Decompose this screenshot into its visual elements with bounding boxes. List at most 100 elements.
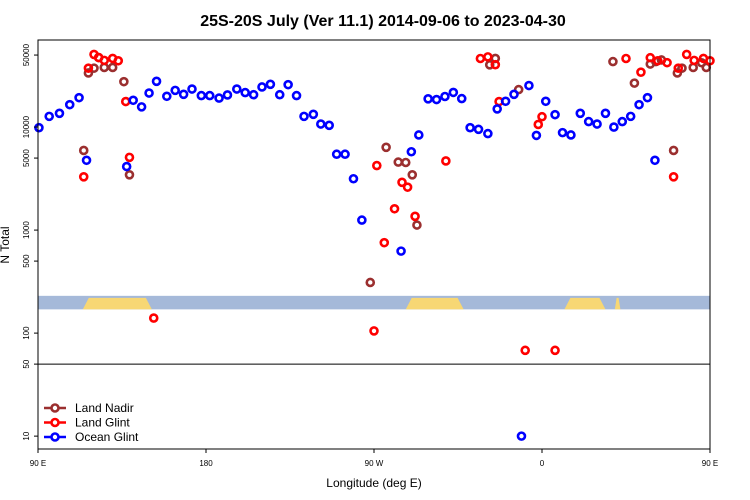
ocean-glint-point [144, 88, 154, 98]
y-tick-label: 10000 [22, 115, 31, 138]
ocean-glint-point [283, 79, 293, 90]
legend-marker-land-glint [50, 417, 60, 428]
land-nadir-point [107, 62, 118, 73]
ocean-glint-point [204, 90, 215, 101]
chart-title: 25S-20S July (Ver 11.1) 2014-09-06 to 20… [200, 13, 566, 30]
ocean-glint-point [151, 76, 162, 87]
ocean-glint-point [592, 119, 602, 129]
ocean-glint-point [575, 108, 586, 119]
land-glint-point [78, 172, 89, 182]
ocean-glint-point [509, 89, 519, 100]
land-nadir-point [484, 60, 495, 70]
land-nadir-point [513, 84, 524, 95]
land-glint-point [645, 52, 656, 63]
ocean-glint-point [557, 127, 568, 138]
ocean-glint-point [162, 91, 172, 102]
legend-label-land-nadir: Land Nadir [75, 401, 134, 415]
y-axis: 10 50 100 500 1000 5000 10000 50000 [22, 43, 38, 441]
land-glint-point [520, 345, 531, 356]
land-glint-point [83, 63, 94, 73]
ocean-glint-point [500, 96, 511, 107]
y-tick-label: 500 [22, 254, 31, 268]
x-axis: 90 E 180 90 W 0 90 E [30, 449, 718, 468]
land-nadir-point [629, 78, 640, 88]
ocean-glint-point [315, 119, 326, 129]
ocean-glint-point [406, 146, 417, 157]
land-glint-point [369, 326, 379, 336]
y-tick-label: 100 [22, 326, 31, 340]
ocean-glint-point [248, 89, 259, 100]
ocean-glint-point [64, 99, 75, 110]
ocean-glint-point [291, 90, 302, 101]
ocean-glint-point [324, 120, 335, 131]
ocean-glint-point [274, 89, 285, 100]
ocean-glint-point [617, 116, 628, 127]
plot-frame [37, 39, 711, 450]
ocean-glint-point [299, 111, 309, 122]
legend-marker-ocean-glint [50, 432, 60, 442]
ocean-glint-point [483, 128, 493, 139]
land-glint-point [689, 55, 699, 66]
ocean-glint-point [331, 149, 342, 160]
land-glint-point [148, 313, 159, 323]
ocean-glint-point [222, 90, 233, 100]
ocean-glint-point [600, 108, 611, 119]
ocean-glint-point [540, 96, 551, 107]
ocean-glint-point [609, 122, 619, 132]
x-tick-label: 90 E [30, 459, 46, 468]
map-ocean-band [38, 295, 710, 310]
ocean-glint-point [74, 92, 84, 103]
land-nadir-point [365, 277, 376, 288]
land-glint-point [662, 57, 672, 68]
land-glint-point [681, 49, 692, 60]
ocean-glint-point [465, 122, 475, 133]
ocean-glint-point [524, 80, 534, 91]
land-glint-point [652, 55, 663, 66]
land-nadir-point [407, 170, 418, 180]
ocean-glint-point [44, 111, 55, 122]
data-points [34, 49, 715, 441]
map-land-segment-2 [405, 297, 464, 310]
land-glint-point [410, 211, 420, 222]
map-strip [38, 295, 710, 310]
land-glint-point [120, 96, 131, 107]
land-glint-point [621, 53, 631, 64]
land-glint-point [124, 152, 135, 163]
legend-marker-land-nadir [50, 403, 60, 413]
ocean-glint-point [456, 93, 467, 104]
ocean-glint-point [54, 108, 65, 119]
y-tick-label: 1000 [22, 221, 31, 239]
land-glint-point [550, 345, 560, 356]
land-nadir-point [400, 157, 411, 168]
land-nadir-point [381, 142, 391, 153]
ocean-glint-point [178, 89, 189, 100]
y-tick-label: 10 [22, 431, 31, 440]
legend-label-land-glint: Land Glint [75, 416, 130, 430]
land-glint-point [371, 160, 382, 171]
ocean-glint-point [232, 84, 242, 94]
ocean-glint-point [431, 94, 442, 105]
land-glint-point [397, 177, 407, 188]
ocean-glint-point [625, 111, 636, 122]
y-tick-label: 50 [22, 359, 31, 368]
land-nadir-point [608, 56, 618, 67]
land-glint-point [441, 156, 451, 166]
land-glint-point [475, 53, 486, 64]
ocean-glint-point [440, 91, 450, 102]
ocean-glint-point [492, 104, 503, 114]
legend-label-ocean-glint: Ocean Glint [75, 430, 139, 444]
ocean-glint-point [121, 161, 132, 172]
ocean-glint-point [357, 215, 367, 225]
land-nadir-point [119, 76, 129, 87]
land-glint-point [673, 63, 684, 73]
land-nadir-point [677, 63, 687, 73]
ocean-glint-point [128, 95, 138, 106]
land-glint-point [99, 55, 110, 66]
land-nadir-point [89, 63, 99, 73]
y-axis-label: N Total [0, 226, 12, 263]
land-nadir-point [78, 145, 89, 156]
ocean-glint-point [308, 109, 319, 120]
ocean-glint-point [642, 92, 653, 103]
land-glint-point [668, 172, 679, 182]
